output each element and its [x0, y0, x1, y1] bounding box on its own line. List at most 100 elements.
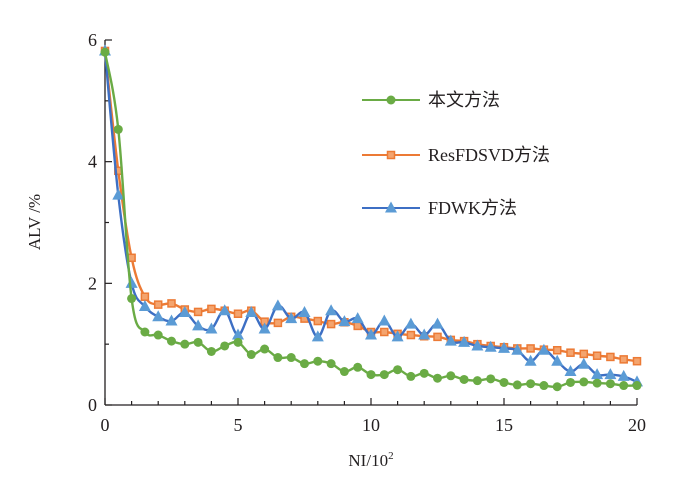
series-2: [99, 44, 643, 387]
data-point: [379, 370, 389, 380]
x-tick-label: 10: [362, 415, 380, 435]
data-point: [165, 314, 178, 326]
data-point: [153, 330, 163, 340]
data-point: [472, 376, 482, 386]
data-point: [619, 381, 629, 391]
data-point: [591, 368, 604, 380]
data-point: [167, 336, 176, 346]
data-point: [218, 304, 231, 316]
data-point: [233, 337, 243, 347]
data-point: [579, 377, 589, 387]
data-point: [325, 304, 338, 316]
data-point: [512, 380, 522, 390]
data-point: [353, 321, 362, 331]
data-point: [551, 354, 564, 366]
data-point: [406, 371, 416, 381]
axes: 0 5 10 15 20 0 2 4 6: [88, 30, 646, 435]
data-point: [285, 312, 298, 324]
y-tick-label: 0: [88, 395, 97, 415]
data-point: [619, 355, 628, 364]
data-point: [419, 368, 429, 378]
data-point: [140, 292, 150, 301]
data-point: [537, 343, 550, 355]
data-point: [617, 369, 630, 381]
data-point: [273, 318, 283, 328]
data-point: [366, 370, 376, 380]
data-point: [127, 294, 137, 304]
data-point: [100, 47, 110, 57]
data-point: [592, 378, 602, 388]
data-point: [339, 367, 349, 377]
data-point: [380, 327, 389, 337]
data-point: [353, 362, 363, 372]
data-point: [300, 359, 309, 369]
x-tick-label: 0: [101, 415, 110, 435]
data-point: [338, 315, 351, 327]
legend-label: ResFDSVD方法: [428, 145, 550, 165]
data-point: [418, 328, 431, 340]
data-point: [406, 330, 416, 340]
data-point: [552, 346, 562, 355]
data-point: [431, 317, 444, 329]
y-axis-title: ALV /%: [25, 194, 44, 250]
data-point: [271, 299, 284, 311]
legend-label: 本文方法: [428, 90, 500, 110]
data-point: [220, 341, 230, 351]
data-point: [140, 327, 150, 337]
legend-marker: [386, 150, 396, 160]
data-point: [152, 310, 165, 322]
data-point: [112, 188, 125, 200]
data-point: [205, 322, 218, 334]
data-point: [313, 316, 323, 326]
data-point: [458, 335, 471, 347]
data-point: [378, 314, 391, 326]
x-tick-label: 5: [234, 415, 243, 435]
legend-item: 本文方法: [362, 90, 500, 110]
data-point: [604, 368, 617, 380]
data-point: [326, 359, 336, 369]
data-point: [311, 330, 324, 342]
data-point: [459, 374, 469, 384]
y-tick-label: 6: [88, 30, 97, 50]
data-point: [138, 299, 151, 311]
data-point: [539, 381, 549, 391]
data-point: [484, 340, 497, 352]
legend-marker: [385, 201, 397, 213]
data-point: [592, 351, 602, 360]
data-point: [486, 374, 496, 384]
data-point: [113, 124, 123, 134]
data-point: [566, 348, 575, 357]
data-point: [605, 379, 615, 389]
data-point: [564, 365, 577, 377]
legend: 本文方法 ResFDSVD方法 FDWK方法: [362, 90, 550, 218]
data-point: [258, 322, 271, 334]
data-point: [433, 332, 442, 342]
x-axis-title-superscript: 2: [388, 450, 394, 462]
series-1: [100, 46, 642, 366]
data-point: [471, 339, 484, 351]
data-point: [511, 343, 524, 355]
y-tick-label: 2: [88, 273, 97, 293]
data-point: [433, 373, 442, 383]
data-point: [577, 357, 590, 369]
data-point: [326, 319, 336, 329]
data-point: [207, 304, 216, 314]
data-point: [178, 306, 191, 318]
data-point: [632, 381, 642, 391]
data-point: [526, 379, 536, 389]
data-point: [404, 317, 417, 329]
data-point: [606, 352, 615, 362]
legend-item: FDWK方法: [362, 198, 517, 218]
data-point: [579, 349, 589, 359]
data-point: [167, 299, 176, 308]
data-point: [193, 337, 203, 347]
data-point: [499, 377, 509, 387]
data-point: [273, 353, 283, 363]
data-point: [233, 309, 243, 318]
data-point: [206, 346, 216, 356]
data-point: [153, 300, 163, 309]
x-tick-label: 20: [628, 415, 646, 435]
data-point: [566, 377, 575, 387]
series-0: [100, 47, 642, 392]
data-point: [391, 330, 404, 342]
